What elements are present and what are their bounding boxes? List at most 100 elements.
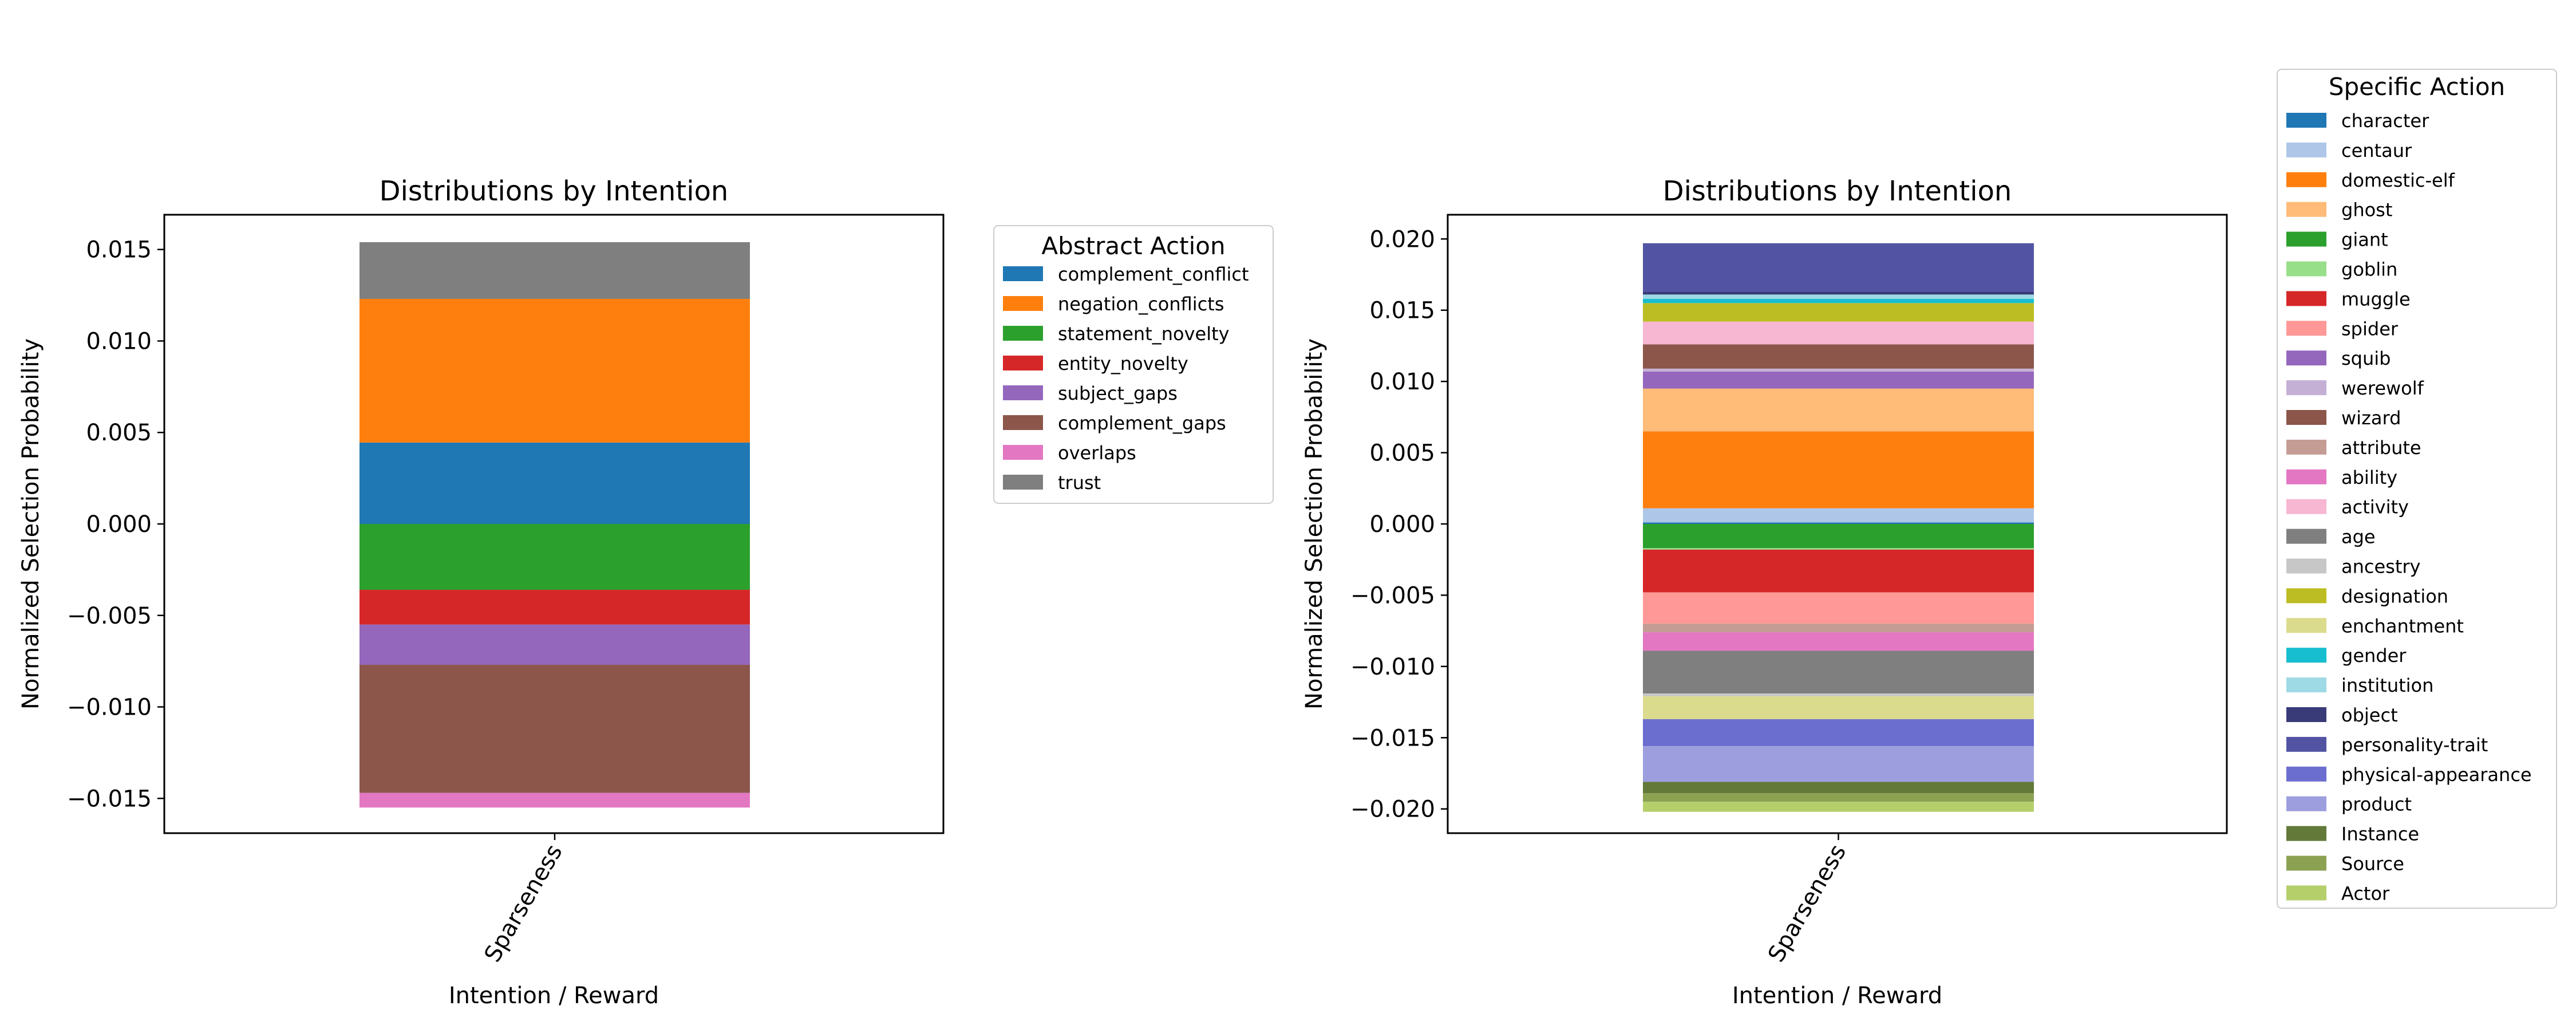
bar-segment-actor: [1643, 802, 2034, 812]
chart-title: Distributions by Intention: [380, 175, 729, 207]
bar-segment-negation_conflicts: [359, 298, 750, 443]
legend-label: subject_gaps: [1058, 383, 1178, 404]
legend-label: complement_conflict: [1058, 263, 1249, 285]
bar-segment-instance: [1643, 782, 2034, 794]
chart-panel-1: 0.015 0.010 0.005 0.000 −0.005 −0.010 −0.015 Sp…: [18, 175, 1274, 1009]
legend-label: statement_novelty: [1058, 323, 1230, 345]
legend-swatch: [2286, 113, 2326, 128]
bar-segment-physical-appearance: [1643, 719, 2034, 747]
y-tick-label: −0.020: [1350, 797, 1435, 823]
legend-title: Abstract Action: [1041, 232, 1225, 260]
legend-label: giant: [2341, 229, 2388, 251]
bar-segment-giant: [1643, 524, 2034, 549]
bar-segment-werewolf: [1643, 368, 2034, 372]
legend-label: institution: [2341, 675, 2433, 696]
legend-swatch: [2286, 855, 2326, 871]
legend-swatch: [1003, 445, 1043, 460]
bar-segment-ability: [1643, 632, 2034, 651]
bar-segment-muggle: [1643, 549, 2034, 593]
bar-segment-age: [1643, 650, 2034, 694]
legend-label: physical-appearance: [2341, 764, 2532, 786]
y-tick-label: 0.010: [1369, 369, 1435, 395]
legend-label: muggle: [2341, 288, 2411, 310]
bar-segment-goblin: [1643, 548, 2034, 550]
y-tick-label: 0.010: [86, 328, 152, 354]
legend-swatch: [2286, 380, 2326, 396]
legend-label: age: [2341, 526, 2376, 548]
legend-swatch: [2286, 261, 2326, 277]
y-tick-label: −0.010: [1350, 654, 1435, 680]
legend-label: domestic-elf: [2341, 169, 2455, 191]
legend-swatch: [1003, 385, 1043, 400]
legend-label: centaur: [2341, 140, 2412, 161]
bar-segment-entity_novelty: [359, 590, 750, 625]
legend-swatch: [1003, 356, 1043, 370]
legend-swatch: [2286, 321, 2326, 336]
bar-segment-designation: [1643, 303, 2034, 322]
bar-segment-overlaps: [359, 793, 750, 808]
legend-box: [2277, 69, 2557, 909]
legend-label: entity_novelty: [1058, 353, 1188, 374]
bar-segment-source: [1643, 793, 2034, 802]
bar-segment-activity: [1643, 321, 2034, 345]
legend-label: overlaps: [1058, 442, 1136, 464]
legend-label: negation_conflicts: [1058, 293, 1224, 315]
bar-segment-spider: [1643, 592, 2034, 624]
bar-segment-squib: [1643, 371, 2034, 389]
y-tick-label: −0.005: [1350, 582, 1435, 609]
y-tick-label: −0.010: [67, 695, 152, 721]
legend-swatch: [2286, 499, 2326, 514]
chart-panel-2: 0.020 0.015 0.010 0.005 0.000 −0.005 −0.010 −0.…: [1301, 69, 2557, 1009]
legend-swatch: [1003, 266, 1043, 281]
legend-title: Specific Action: [2329, 73, 2505, 101]
legend-swatch: [2286, 558, 2326, 574]
legend-swatch: [2286, 439, 2326, 455]
bar-segment-personality-trait: [1643, 243, 2034, 292]
legend-swatch: [2286, 826, 2326, 841]
bar-segment-enchantment: [1643, 696, 2034, 719]
y-tick-label: 0.000: [1369, 511, 1435, 538]
bar-segment-statement_novelty: [359, 524, 750, 590]
bar-segment-trust: [359, 242, 750, 299]
legend: Abstract Action complement_conflictnegati…: [993, 225, 1274, 504]
legend-swatch: [2286, 142, 2326, 157]
legend-label: goblin: [2341, 259, 2397, 281]
legend-swatch: [2286, 648, 2326, 663]
x-tick-label: Sparseness: [1763, 840, 1851, 967]
x-tick-label: Sparseness: [479, 840, 567, 967]
legend-label: personality-trait: [2341, 734, 2488, 756]
legend-swatch: [2286, 707, 2326, 722]
legend-label: Actor: [2341, 882, 2390, 904]
legend-label: wizard: [2341, 407, 2401, 429]
bar-segment-ghost: [1643, 388, 2034, 432]
legend-swatch: [1003, 475, 1043, 490]
legend-label: werewolf: [2341, 377, 2424, 399]
legend-swatch: [1003, 296, 1043, 311]
bar-segment-attribute: [1643, 624, 2034, 633]
x-axis-label: Intention / Reward: [449, 983, 659, 1009]
legend-label: product: [2341, 794, 2412, 815]
legend-swatch: [2286, 588, 2326, 604]
legend-label: spider: [2341, 318, 2399, 340]
bar-segment-ancestry: [1643, 693, 2034, 697]
x-axis-label: Intention / Reward: [1732, 983, 1942, 1009]
bar-segment-gender: [1643, 298, 2034, 303]
y-tick-label: 0.005: [1369, 440, 1435, 467]
legend-label: gender: [2341, 645, 2407, 667]
legend-swatch: [2286, 291, 2326, 306]
legend-swatch: [2286, 529, 2326, 544]
legend-swatch: [2286, 410, 2326, 425]
y-tick-label: −0.005: [67, 603, 152, 629]
legend: Specific Action character centaur domestic-…: [2277, 69, 2557, 909]
legend-label: object: [2341, 704, 2398, 726]
legend-swatch: [1003, 415, 1043, 430]
bar-segment-product: [1643, 746, 2034, 782]
legend-swatch: [2286, 469, 2326, 484]
legend-swatch: [1003, 326, 1043, 341]
legend-label: designation: [2341, 585, 2448, 607]
legend-swatch: [2286, 231, 2326, 247]
bar-segment-object: [1643, 291, 2034, 295]
y-tick-label: −0.015: [67, 786, 152, 812]
legend-label: enchantment: [2341, 615, 2464, 637]
